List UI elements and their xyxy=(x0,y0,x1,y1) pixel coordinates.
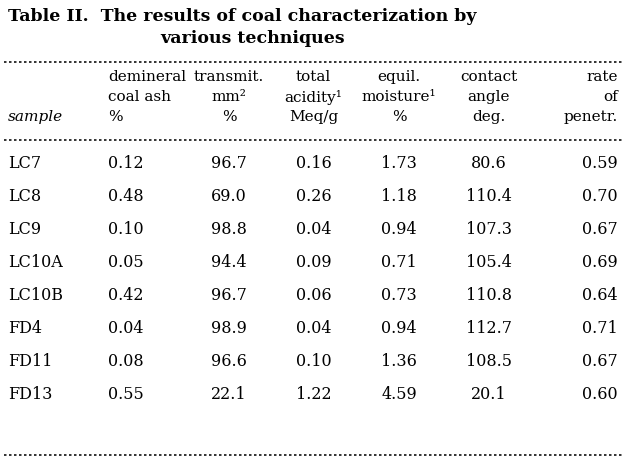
Text: 0.59: 0.59 xyxy=(582,155,618,172)
Text: 0.26: 0.26 xyxy=(296,188,332,205)
Text: 0.67: 0.67 xyxy=(582,221,618,238)
Text: 0.71: 0.71 xyxy=(582,320,618,337)
Text: 0.48: 0.48 xyxy=(108,188,144,205)
Text: 0.04: 0.04 xyxy=(296,320,331,337)
Text: 0.64: 0.64 xyxy=(582,287,618,304)
Text: 0.04: 0.04 xyxy=(108,320,144,337)
Text: deg.: deg. xyxy=(472,110,505,124)
Text: 0.55: 0.55 xyxy=(108,386,144,403)
Text: 1.36: 1.36 xyxy=(381,353,417,370)
Text: 22.1: 22.1 xyxy=(211,386,247,403)
Text: LC9: LC9 xyxy=(8,221,41,238)
Text: 20.1: 20.1 xyxy=(471,386,506,403)
Text: %: % xyxy=(108,110,122,124)
Text: equil.: equil. xyxy=(377,70,421,84)
Text: 110.4: 110.4 xyxy=(465,188,511,205)
Text: LC10A: LC10A xyxy=(8,254,63,271)
Text: demineral: demineral xyxy=(108,70,186,84)
Text: angle: angle xyxy=(467,90,510,104)
Text: penetr.: penetr. xyxy=(564,110,618,124)
Text: 96.7: 96.7 xyxy=(211,287,247,304)
Text: total: total xyxy=(296,70,331,84)
Text: 98.8: 98.8 xyxy=(211,221,247,238)
Text: 96.7: 96.7 xyxy=(211,155,247,172)
Text: 1.22: 1.22 xyxy=(296,386,332,403)
Text: 0.69: 0.69 xyxy=(582,254,618,271)
Text: 0.67: 0.67 xyxy=(582,353,618,370)
Text: contact: contact xyxy=(460,70,517,84)
Text: 112.7: 112.7 xyxy=(465,320,511,337)
Text: 0.12: 0.12 xyxy=(108,155,144,172)
Text: LC10B: LC10B xyxy=(8,287,63,304)
Text: 0.16: 0.16 xyxy=(296,155,332,172)
Text: LC8: LC8 xyxy=(8,188,41,205)
Text: 0.04: 0.04 xyxy=(296,221,331,238)
Text: 1.18: 1.18 xyxy=(381,188,417,205)
Text: 69.0: 69.0 xyxy=(211,188,247,205)
Text: 98.9: 98.9 xyxy=(211,320,247,337)
Text: 96.6: 96.6 xyxy=(211,353,247,370)
Text: moisture¹: moisture¹ xyxy=(362,90,436,104)
Text: rate: rate xyxy=(587,70,618,84)
Text: of: of xyxy=(604,90,618,104)
Text: 0.60: 0.60 xyxy=(582,386,618,403)
Text: 108.5: 108.5 xyxy=(465,353,511,370)
Text: various techniques: various techniques xyxy=(160,30,345,47)
Text: 107.3: 107.3 xyxy=(465,221,511,238)
Text: 0.94: 0.94 xyxy=(381,320,417,337)
Text: FD4: FD4 xyxy=(8,320,42,337)
Text: 0.42: 0.42 xyxy=(108,287,144,304)
Text: sample: sample xyxy=(8,110,63,124)
Text: %: % xyxy=(392,110,406,124)
Text: Meq/g: Meq/g xyxy=(289,110,338,124)
Text: 0.09: 0.09 xyxy=(296,254,332,271)
Text: 0.08: 0.08 xyxy=(108,353,144,370)
Text: 4.59: 4.59 xyxy=(381,386,417,403)
Text: 0.05: 0.05 xyxy=(108,254,144,271)
Text: FD13: FD13 xyxy=(8,386,52,403)
Text: 105.4: 105.4 xyxy=(465,254,511,271)
Text: 0.06: 0.06 xyxy=(296,287,332,304)
Text: coal ash: coal ash xyxy=(108,90,171,104)
Text: Table II.  The results of coal characterization by: Table II. The results of coal characteri… xyxy=(8,8,477,25)
Text: 94.4: 94.4 xyxy=(211,254,247,271)
Text: FD11: FD11 xyxy=(8,353,52,370)
Text: 0.70: 0.70 xyxy=(582,188,618,205)
Text: mm²: mm² xyxy=(212,90,246,104)
Text: 0.73: 0.73 xyxy=(381,287,417,304)
Text: %: % xyxy=(222,110,236,124)
Text: 1.73: 1.73 xyxy=(381,155,417,172)
Text: 0.94: 0.94 xyxy=(381,221,417,238)
Text: LC7: LC7 xyxy=(8,155,41,172)
Text: 110.8: 110.8 xyxy=(465,287,511,304)
Text: 0.71: 0.71 xyxy=(381,254,417,271)
Text: 0.10: 0.10 xyxy=(296,353,332,370)
Text: transmit.: transmit. xyxy=(194,70,264,84)
Text: 80.6: 80.6 xyxy=(470,155,506,172)
Text: acidity¹: acidity¹ xyxy=(284,90,342,105)
Text: 0.10: 0.10 xyxy=(108,221,144,238)
